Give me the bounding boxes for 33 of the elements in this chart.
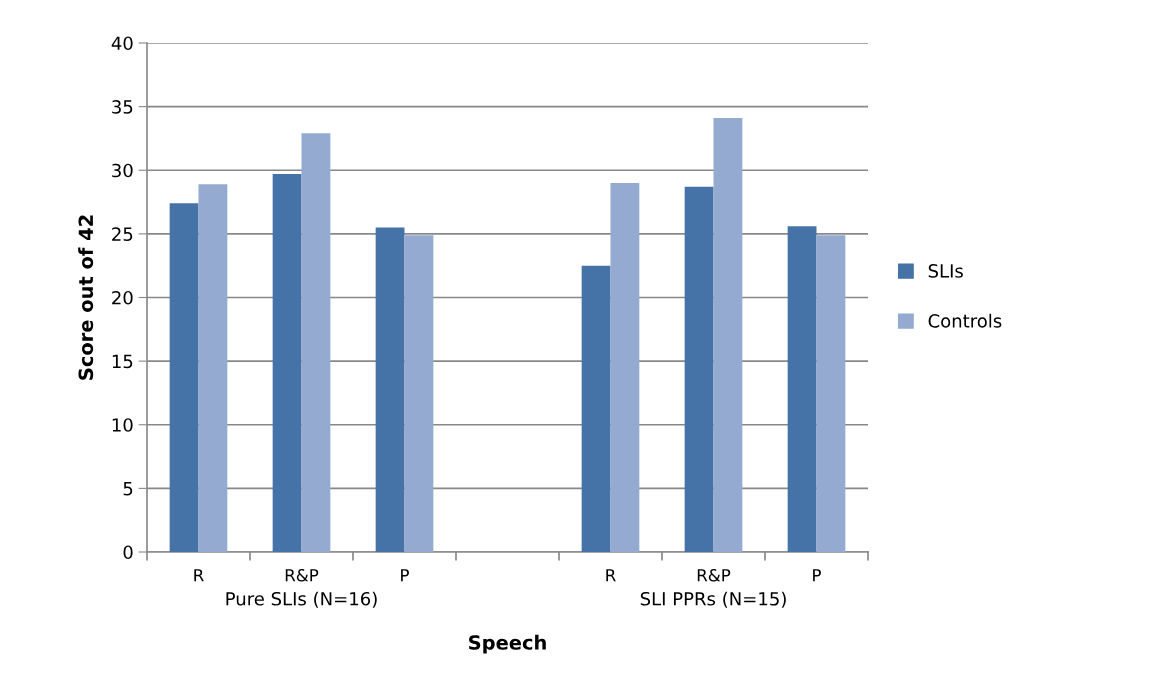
bar bbox=[787, 226, 817, 552]
bar bbox=[581, 265, 611, 552]
y-tick-label: 5 bbox=[123, 482, 133, 496]
bar bbox=[169, 203, 199, 552]
bar bbox=[610, 182, 640, 552]
x-tick-label: R bbox=[606, 569, 616, 582]
y-tick-label: 20 bbox=[112, 290, 133, 305]
text: Pure SLIs (N=16) bbox=[226, 591, 377, 608]
y-tick-label: 10 bbox=[112, 418, 133, 432]
x-axis-title: Speech bbox=[469, 634, 546, 654]
bar bbox=[272, 174, 302, 552]
y-tick-label: 25 bbox=[112, 227, 133, 241]
bar bbox=[301, 133, 331, 552]
bar bbox=[404, 235, 434, 552]
x-tick-label: R&P bbox=[697, 568, 731, 582]
legend-label: Controls bbox=[928, 313, 1002, 328]
bar bbox=[713, 118, 743, 552]
x-tick-label: P bbox=[401, 569, 409, 582]
y-tick-label: 35 bbox=[112, 100, 133, 114]
bar bbox=[375, 227, 405, 552]
y-tick-label: 30 bbox=[112, 163, 133, 178]
y-tick-label: 40 bbox=[111, 36, 133, 51]
x-tick-label: P bbox=[813, 569, 821, 582]
y-tick-label: 15 bbox=[112, 354, 133, 369]
x-tick-label: R&P bbox=[285, 568, 319, 582]
x-tick-label: R bbox=[194, 569, 204, 582]
text: SLI PPRs (N=15) bbox=[640, 591, 786, 608]
y-tick-label: 0 bbox=[123, 545, 133, 560]
bar bbox=[684, 186, 714, 552]
bar bbox=[816, 235, 846, 552]
y-axis-title: Score out of 42 bbox=[78, 215, 94, 380]
legend-label: SLIs bbox=[928, 264, 963, 278]
bar bbox=[198, 184, 228, 552]
